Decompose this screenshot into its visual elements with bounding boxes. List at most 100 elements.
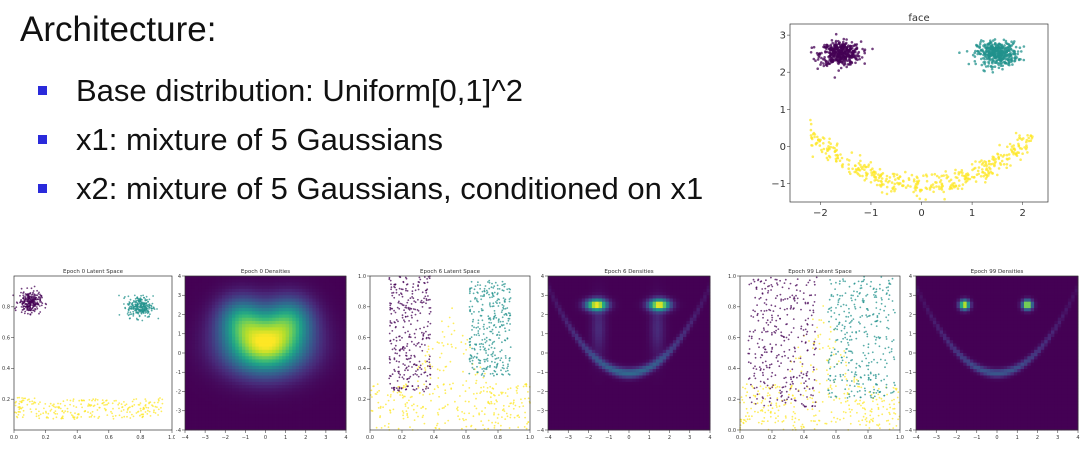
density-cell xyxy=(195,336,199,341)
density-cell xyxy=(205,417,209,421)
density-cell xyxy=(342,417,347,421)
scatter-point xyxy=(438,342,440,344)
density-cell xyxy=(332,276,337,280)
density-cell xyxy=(299,333,303,338)
scatter-point xyxy=(1005,153,1009,157)
density-cell xyxy=(205,324,209,328)
density-cell xyxy=(191,356,196,360)
scatter-point xyxy=(462,418,464,420)
density-cell xyxy=(272,279,276,283)
scatter-point xyxy=(17,410,20,413)
density-cell xyxy=(255,426,260,431)
density-cell xyxy=(231,365,236,370)
density-cell xyxy=(329,308,333,312)
density-cell xyxy=(235,276,240,280)
density-cell xyxy=(245,385,250,389)
density-cell xyxy=(221,349,226,354)
density-cell xyxy=(268,314,273,319)
density-cell xyxy=(315,423,320,428)
scatter-point xyxy=(379,405,382,408)
density-cell xyxy=(309,388,313,392)
density-cell xyxy=(188,282,193,287)
density-cell xyxy=(329,301,333,306)
scatter-point xyxy=(938,187,941,191)
density-cell xyxy=(252,410,256,415)
scatter-point xyxy=(849,60,852,64)
density-cell xyxy=(231,388,236,392)
density-cell xyxy=(235,288,240,293)
density-cell xyxy=(185,282,189,287)
density-cell xyxy=(228,330,233,335)
scatter-point xyxy=(828,57,831,61)
density-cell xyxy=(242,369,246,373)
density-cell xyxy=(208,333,213,338)
scatter-point xyxy=(886,181,890,184)
scatter-point xyxy=(412,373,415,376)
density-cell xyxy=(245,407,250,412)
density-cell xyxy=(275,385,280,389)
density-cell xyxy=(211,330,216,335)
density-cell xyxy=(252,282,256,287)
density-cell xyxy=(272,298,276,303)
density-cell xyxy=(268,336,273,341)
density-cell xyxy=(262,317,266,322)
scatter-point xyxy=(980,39,983,42)
scatter-point xyxy=(437,386,440,389)
density-cell xyxy=(288,317,293,322)
density-cell xyxy=(335,385,340,389)
density-cell xyxy=(288,282,293,287)
scatter-point xyxy=(937,176,941,179)
density-cell xyxy=(201,378,206,383)
scatter-point xyxy=(834,159,838,163)
scatter-point xyxy=(132,315,135,317)
density-cell xyxy=(245,324,250,328)
scatter-point xyxy=(997,157,1001,161)
density-cell xyxy=(211,372,216,376)
density-cell xyxy=(252,330,256,335)
density-cell xyxy=(329,401,333,405)
scatter-point xyxy=(98,406,101,409)
scatter-point xyxy=(940,182,944,186)
density-cell xyxy=(235,388,240,392)
density-cell xyxy=(221,394,226,399)
density-cell xyxy=(302,298,307,303)
density-cell xyxy=(268,304,273,309)
density-cell xyxy=(275,359,280,364)
density-cell xyxy=(231,276,236,280)
density-cell xyxy=(252,333,256,338)
density-cell xyxy=(272,320,276,325)
density-cell xyxy=(295,327,300,331)
density-cell xyxy=(198,308,203,312)
scatter-point xyxy=(858,154,862,157)
scatter-point xyxy=(29,313,32,316)
density-cell xyxy=(242,311,246,315)
density-cell xyxy=(245,308,250,312)
scatter-point xyxy=(484,372,486,375)
density-cell xyxy=(265,288,270,293)
density-cell xyxy=(248,391,253,396)
scatter-point xyxy=(142,413,145,416)
scatter-point xyxy=(475,379,478,382)
scatter-point xyxy=(447,325,450,328)
scatter-point xyxy=(394,344,397,347)
scatter-point xyxy=(112,417,115,420)
density-cell xyxy=(275,327,280,331)
density-cell xyxy=(278,391,283,396)
scatter-point xyxy=(1007,153,1011,156)
scatter-point xyxy=(401,410,404,412)
scatter-point xyxy=(474,428,477,431)
scatter-point xyxy=(1016,50,1020,53)
density-cell xyxy=(238,420,243,424)
density-cell xyxy=(231,340,236,344)
scatter-point xyxy=(838,49,842,53)
density-cell xyxy=(268,401,273,405)
density-cell xyxy=(295,356,300,360)
density-cell xyxy=(309,404,313,408)
density-cell xyxy=(299,340,303,344)
chart-title: Epoch 6 Latent Space xyxy=(420,269,481,275)
scatter-point xyxy=(1017,151,1020,154)
density-cell xyxy=(342,304,347,309)
scatter-point xyxy=(132,313,135,316)
density-cell xyxy=(332,330,337,335)
density-cell xyxy=(215,282,219,287)
